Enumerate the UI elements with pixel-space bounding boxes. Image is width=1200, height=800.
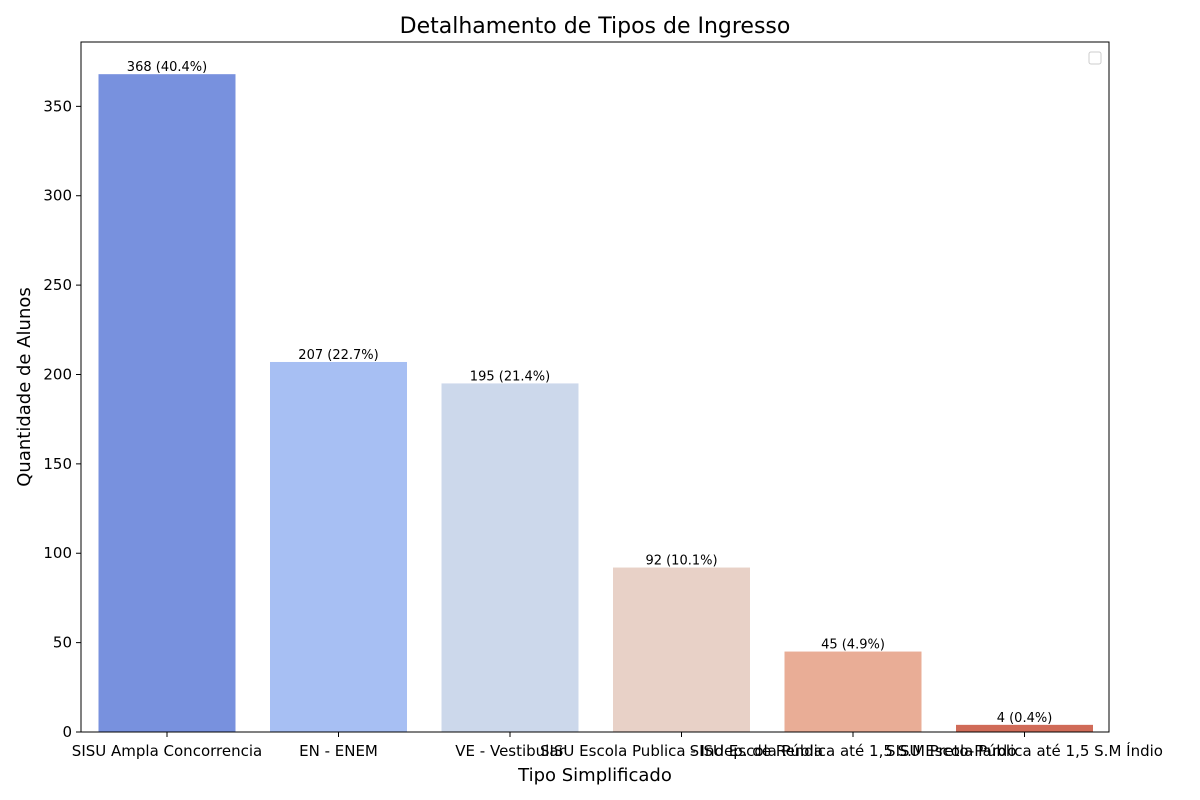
bar [613,567,750,732]
bar [956,724,1093,732]
data-label: 195 (21.4%) [470,369,550,384]
y-tick-label: 150 [43,455,72,473]
data-label: 4 (0.4%) [997,711,1053,726]
x-tick-label: SISU Escola Publica - Indep. de Renda [540,742,823,760]
bars-group [98,74,1093,733]
x-tick-label: EN - ENEM [299,742,378,760]
x-tick-label: SISU Escola Pública até 1,5 S.M Preto-Pa… [690,742,1017,760]
x-tick-label: VE - Vestibular [455,742,565,760]
y-tick-label: 50 [53,634,72,652]
data-label: 92 (10.1%) [645,554,717,569]
data-labels-group: 368 (40.4%) 207 (22.7%) 195 (21.4%) 92 (10.… [127,60,1052,726]
y-axis-label: Quantidade de Alunos [14,287,35,487]
x-axis-label: Tipo Simplificado [517,765,672,786]
bar [784,651,922,732]
bar [441,383,579,732]
x-tick-label: SISU Ampla Concorrencia [72,742,262,760]
bar [98,74,236,733]
y-tick-label: 250 [43,276,72,294]
data-label: 45 (4.9%) [821,638,885,653]
data-label: 207 (22.7%) [298,348,378,363]
x-tick-label: SISU Escola Pública até 1,5 S.M Índio [886,741,1163,760]
chart-title: Detalhamento de Tipos de Ingresso [400,14,791,39]
x-axis: SISU Ampla Concorrencia EN - ENEM VE - Ves… [72,732,1163,760]
y-tick-label: 350 [43,97,72,115]
bar [270,361,407,732]
y-axis: 0 50 100 150 200 250 300 350 [43,97,81,741]
plot-frame [80,41,1110,733]
y-tick-label: 300 [43,187,72,205]
legend-box [1088,51,1102,65]
y-tick-label: 200 [43,365,72,383]
y-tick-label: 0 [62,723,72,741]
data-label: 368 (40.4%) [127,60,207,75]
y-tick-label: 100 [43,544,72,562]
